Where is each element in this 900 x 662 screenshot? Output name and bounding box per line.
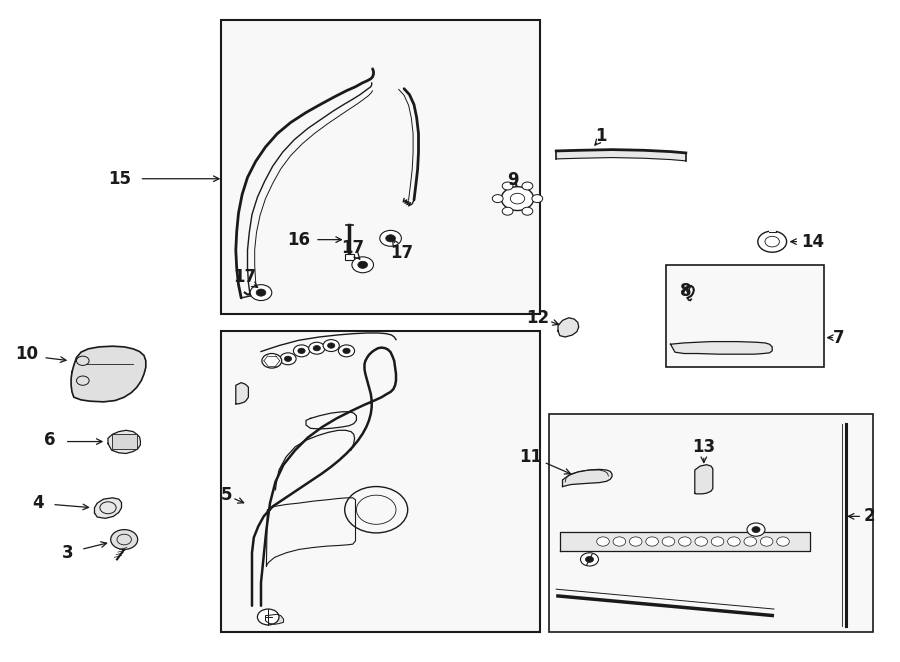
Circle shape [380,230,401,246]
Circle shape [492,195,503,203]
Circle shape [338,345,355,357]
Text: 8: 8 [680,282,691,301]
Circle shape [613,537,626,546]
Circle shape [257,609,279,625]
Polygon shape [670,342,772,354]
Circle shape [760,537,773,546]
Polygon shape [266,614,284,624]
Polygon shape [695,465,713,494]
Text: 7: 7 [832,328,844,347]
Circle shape [250,285,272,301]
Bar [345,254,354,260]
Text: 1: 1 [596,126,607,145]
Circle shape [522,207,533,215]
Text: 3: 3 [62,544,73,562]
Circle shape [358,261,367,268]
Text: 16: 16 [287,230,310,249]
Circle shape [629,537,642,546]
Circle shape [744,537,757,546]
Circle shape [747,523,765,536]
Text: 17: 17 [341,238,365,257]
Circle shape [298,348,305,354]
Circle shape [352,257,374,273]
Circle shape [580,553,598,566]
Circle shape [777,537,789,546]
Circle shape [586,556,594,563]
Text: 13: 13 [692,438,716,456]
Bar [112,434,137,449]
Text: 6: 6 [44,431,55,449]
Circle shape [522,182,533,190]
Circle shape [646,537,659,546]
Polygon shape [556,150,686,161]
Circle shape [532,195,543,203]
Polygon shape [94,498,122,518]
Circle shape [695,537,707,546]
Circle shape [752,527,760,532]
Text: 17: 17 [233,267,256,286]
Bar [549,414,873,632]
Circle shape [313,346,320,351]
Circle shape [309,342,325,354]
Polygon shape [71,346,146,402]
Text: 10: 10 [15,345,39,363]
Circle shape [597,537,609,546]
Bar [220,20,540,314]
Polygon shape [562,469,612,487]
Circle shape [343,348,350,354]
Text: 15: 15 [108,169,131,188]
Circle shape [328,343,335,348]
Circle shape [501,187,534,211]
Bar [666,265,824,367]
Text: 11: 11 [519,448,543,466]
Circle shape [711,537,724,546]
Circle shape [293,345,310,357]
Polygon shape [108,430,140,453]
Text: 2: 2 [864,507,876,526]
Text: 14: 14 [801,232,824,251]
Circle shape [323,340,339,352]
Circle shape [679,537,691,546]
Circle shape [662,537,675,546]
Text: 5: 5 [221,486,232,504]
Circle shape [280,353,296,365]
Text: 4: 4 [32,494,43,512]
Circle shape [758,231,787,252]
Circle shape [386,235,395,242]
Polygon shape [558,318,579,337]
Text: 12: 12 [526,308,550,327]
Bar [220,331,540,632]
Text: 9: 9 [508,171,518,189]
Circle shape [727,537,740,546]
Polygon shape [560,532,810,551]
Circle shape [284,356,292,361]
Circle shape [502,182,513,190]
Circle shape [502,207,513,215]
Text: 17: 17 [390,244,413,262]
Circle shape [256,289,266,296]
Circle shape [111,530,138,549]
Circle shape [262,354,282,368]
Polygon shape [236,383,248,404]
